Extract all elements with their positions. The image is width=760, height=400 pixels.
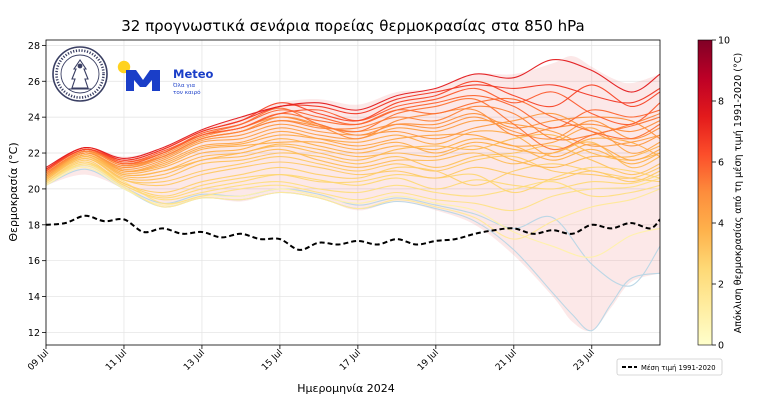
x-tick-label: 11 Jul (104, 348, 129, 373)
y-tick-label: 18 (28, 220, 40, 231)
y-tick-label: 16 (28, 256, 40, 267)
x-tick-label: 17 Jul (338, 348, 363, 373)
colorbar: 0 2 4 6 8 10 Απόκλιση θερμοκρασίας από τη μέσ… (697, 36, 744, 352)
ensemble-spread-band (46, 56, 660, 332)
y-tick-label: 20 (28, 184, 40, 195)
scenario-line (46, 138, 660, 179)
x-axis-label: Ημερομηνία 2024 (297, 382, 395, 395)
meteo-brand-name: Meteo (173, 67, 214, 81)
y-tick-label: 24 (28, 113, 40, 124)
scenario-line (46, 165, 660, 287)
x-tick-label: 09 Jul (26, 348, 51, 373)
y-tick-label: 28 (28, 41, 40, 52)
observatory-seal-logo (52, 46, 108, 102)
scenario-line (46, 59, 660, 168)
x-tick-label: 13 Jul (182, 348, 207, 373)
scenario-line (46, 127, 660, 177)
scenario-line (46, 141, 660, 181)
colorbar-tick-label: 8 (718, 97, 724, 108)
y-tick-label: 26 (28, 77, 40, 88)
y-axis-ticks: 12 14 16 18 20 22 24 26 28 (28, 41, 46, 339)
scenario-line (46, 113, 660, 176)
scenario-line (46, 137, 660, 177)
ensemble-scenario-lines (46, 59, 660, 332)
colorbar-label: Απόκλιση θερμοκρασίας από τη μέση τιμή 1… (732, 53, 744, 334)
x-tick-label: 15 Jul (260, 348, 285, 373)
scenario-line (46, 143, 660, 179)
scenario-line (46, 165, 660, 240)
plot-area-frame (45, 39, 661, 346)
colorbar-tick-label: 10 (718, 36, 730, 47)
scenario-line (46, 108, 660, 174)
scenario-line (46, 161, 660, 197)
meteo-tagline: Όλα για (172, 82, 196, 89)
chart-title: 32 προγνωστικά σενάρια πορείας θερμοκρασ… (121, 17, 585, 35)
climatology-line (46, 214, 660, 251)
colorbar-tick-label: 2 (718, 280, 724, 291)
scenario-line (46, 161, 660, 199)
scenario-line (46, 163, 660, 212)
y-tick-label: 14 (28, 292, 40, 303)
colorbar-tick-label: 0 (718, 341, 724, 352)
scenario-line (46, 130, 660, 176)
y-tick-label: 22 (28, 149, 40, 160)
meteo-logo: Meteo Όλα για τον καιρό (117, 60, 214, 96)
colorbar-ticks: 0 2 4 6 8 10 (712, 36, 730, 352)
scenario-line (46, 155, 660, 184)
scenario-line (46, 95, 660, 172)
scenario-line (46, 84, 660, 170)
meteo-m-mark (126, 70, 160, 91)
legend-climatology-label: Μέση τιμή 1991-2020 (641, 364, 716, 372)
x-tick-label: 19 Jul (416, 348, 441, 373)
scenario-line (46, 105, 660, 174)
colorbar-gradient (697, 39, 713, 346)
scenario-line (46, 163, 660, 201)
meteo-tagline-line2: τον καιρό (173, 89, 201, 96)
x-tick-label: 23 Jul (572, 348, 597, 373)
x-axis-ticks: 09 Jul 11 Jul 13 Jul 15 Jul 17 Jul 19 Jul 21 J… (26, 345, 597, 373)
scenario-line (46, 166, 660, 258)
colorbar-tick-label: 6 (718, 158, 724, 169)
y-axis-label: Θερμοκρασία (°C) (7, 142, 20, 241)
spread-band-area (46, 56, 660, 332)
climatology-mean-line (46, 214, 660, 251)
legend: Μέση τιμή 1991-2020 (616, 358, 723, 376)
colorbar-tick-label: 4 (718, 219, 724, 230)
y-tick-label: 12 (28, 328, 40, 339)
x-tick-label: 21 Jul (494, 348, 519, 373)
scenario-line (46, 156, 660, 187)
